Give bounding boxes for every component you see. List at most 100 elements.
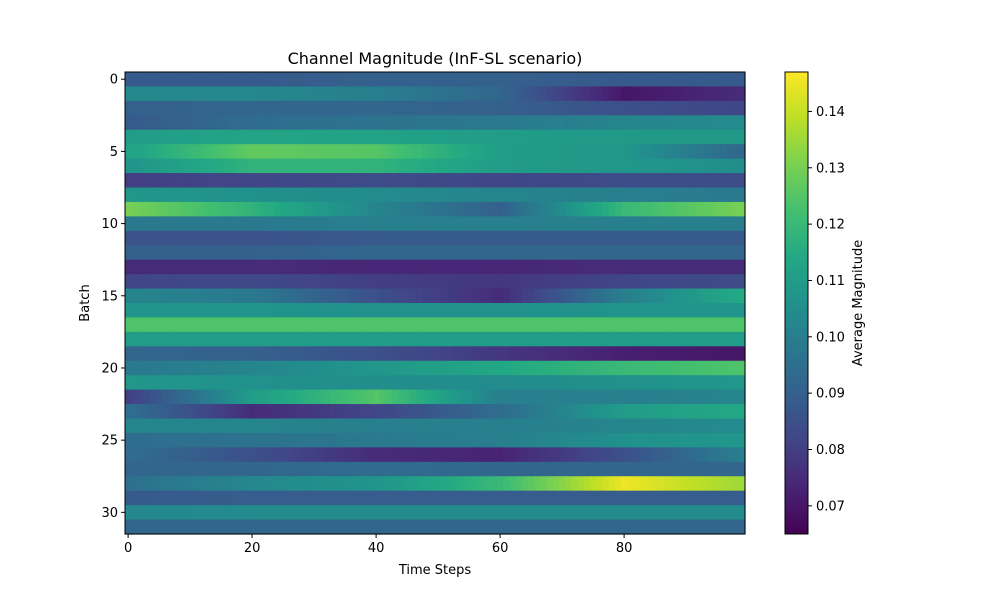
heatmap-cell bbox=[639, 476, 647, 492]
heatmap-cell bbox=[466, 115, 473, 131]
heatmap-cell bbox=[583, 288, 591, 304]
heatmap-cell bbox=[335, 476, 343, 492]
heatmap-cell bbox=[342, 375, 349, 391]
heatmap-cell bbox=[125, 259, 132, 275]
heatmap-cell bbox=[720, 360, 727, 376]
heatmap-cell bbox=[466, 418, 473, 434]
heatmap-cell bbox=[515, 129, 523, 145]
heatmap-cell bbox=[273, 317, 281, 333]
heatmap-cell bbox=[509, 158, 517, 174]
heatmap-cell bbox=[335, 129, 343, 145]
heatmap-cell bbox=[373, 346, 380, 362]
heatmap-cell bbox=[546, 418, 554, 434]
heatmap-cell bbox=[683, 375, 690, 391]
heatmap-cell bbox=[304, 519, 312, 535]
heatmap-cell bbox=[416, 216, 424, 232]
heatmap-cell bbox=[348, 230, 355, 246]
heatmap-cell bbox=[242, 389, 250, 405]
heatmap-cell bbox=[360, 187, 368, 203]
heatmap-cell bbox=[670, 129, 678, 145]
heatmap-cell bbox=[441, 230, 448, 246]
heatmap-cell bbox=[149, 216, 157, 232]
heatmap-cell bbox=[652, 72, 659, 88]
heatmap-cell bbox=[645, 187, 653, 203]
heatmap-cell bbox=[366, 72, 374, 88]
heatmap-cell bbox=[571, 505, 579, 521]
heatmap-cell bbox=[205, 201, 213, 217]
heatmap-cell bbox=[298, 303, 306, 319]
heatmap-cell bbox=[366, 173, 374, 189]
heatmap-cell bbox=[187, 72, 194, 88]
heatmap-cell bbox=[292, 461, 300, 477]
heatmap-cell bbox=[732, 245, 740, 261]
heatmap-cell bbox=[714, 288, 721, 304]
heatmap-cell bbox=[249, 519, 256, 535]
heatmap-cell bbox=[583, 115, 591, 131]
heatmap-cell bbox=[676, 461, 684, 477]
heatmap-cell bbox=[323, 360, 331, 376]
heatmap-cell bbox=[490, 346, 498, 362]
heatmap-cell bbox=[385, 447, 393, 463]
heatmap-cell bbox=[366, 144, 374, 160]
heatmap-cell bbox=[410, 288, 417, 304]
heatmap-cell bbox=[546, 375, 554, 391]
heatmap-cell bbox=[602, 259, 610, 275]
heatmap-cell bbox=[360, 274, 368, 290]
heatmap-cell bbox=[528, 404, 535, 420]
heatmap-cell bbox=[645, 129, 653, 145]
heatmap-cell bbox=[348, 331, 355, 347]
heatmap-cell bbox=[652, 476, 659, 492]
heatmap-cell bbox=[453, 375, 461, 391]
heatmap-cell bbox=[410, 115, 417, 131]
heatmap-cell bbox=[701, 115, 709, 131]
heatmap-cell bbox=[329, 346, 337, 362]
heatmap-cell bbox=[149, 274, 157, 290]
heatmap-cell bbox=[143, 303, 151, 319]
heatmap-cell bbox=[534, 375, 541, 391]
heatmap-cell bbox=[404, 86, 411, 102]
heatmap-cell bbox=[447, 447, 455, 463]
heatmap-cell bbox=[211, 144, 219, 160]
heatmap-cell bbox=[583, 490, 591, 506]
heatmap-cell bbox=[242, 158, 250, 174]
heatmap-cell bbox=[379, 158, 386, 174]
heatmap-cell bbox=[484, 505, 492, 521]
heatmap-cell bbox=[738, 476, 746, 492]
heatmap-cell bbox=[422, 288, 430, 304]
heatmap-cell bbox=[224, 303, 231, 319]
heatmap-cell bbox=[565, 432, 572, 448]
heatmap-cell bbox=[608, 100, 616, 116]
heatmap-cell bbox=[701, 331, 709, 347]
heatmap-cell bbox=[621, 331, 628, 347]
heatmap-cell bbox=[726, 519, 734, 535]
heatmap-cell bbox=[385, 245, 393, 261]
heatmap-cell bbox=[602, 418, 610, 434]
heatmap-cell bbox=[404, 216, 411, 232]
heatmap-cell bbox=[664, 476, 672, 492]
heatmap-cell bbox=[261, 274, 269, 290]
heatmap-cell bbox=[435, 418, 442, 434]
heatmap-cell bbox=[546, 187, 554, 203]
heatmap-cell bbox=[689, 476, 696, 492]
heatmap-cell bbox=[515, 317, 523, 333]
heatmap-cell bbox=[645, 389, 653, 405]
heatmap-cell bbox=[670, 331, 678, 347]
heatmap-cell bbox=[255, 216, 262, 232]
heatmap-cell bbox=[261, 432, 269, 448]
heatmap-cell bbox=[249, 317, 256, 333]
heatmap-cell bbox=[218, 476, 225, 492]
heatmap-cell bbox=[156, 72, 163, 88]
heatmap-cell bbox=[168, 346, 176, 362]
heatmap-cell bbox=[689, 158, 696, 174]
heatmap-cell bbox=[242, 230, 250, 246]
heatmap-cell bbox=[428, 389, 436, 405]
heatmap-cell bbox=[304, 274, 312, 290]
heatmap-cell bbox=[552, 245, 560, 261]
heatmap-cell bbox=[360, 447, 368, 463]
heatmap-cell bbox=[453, 274, 461, 290]
heatmap-cell bbox=[360, 303, 368, 319]
heatmap-cell bbox=[707, 173, 715, 189]
heatmap-cell bbox=[304, 129, 312, 145]
heatmap-cell bbox=[236, 317, 244, 333]
heatmap-cell bbox=[447, 158, 455, 174]
